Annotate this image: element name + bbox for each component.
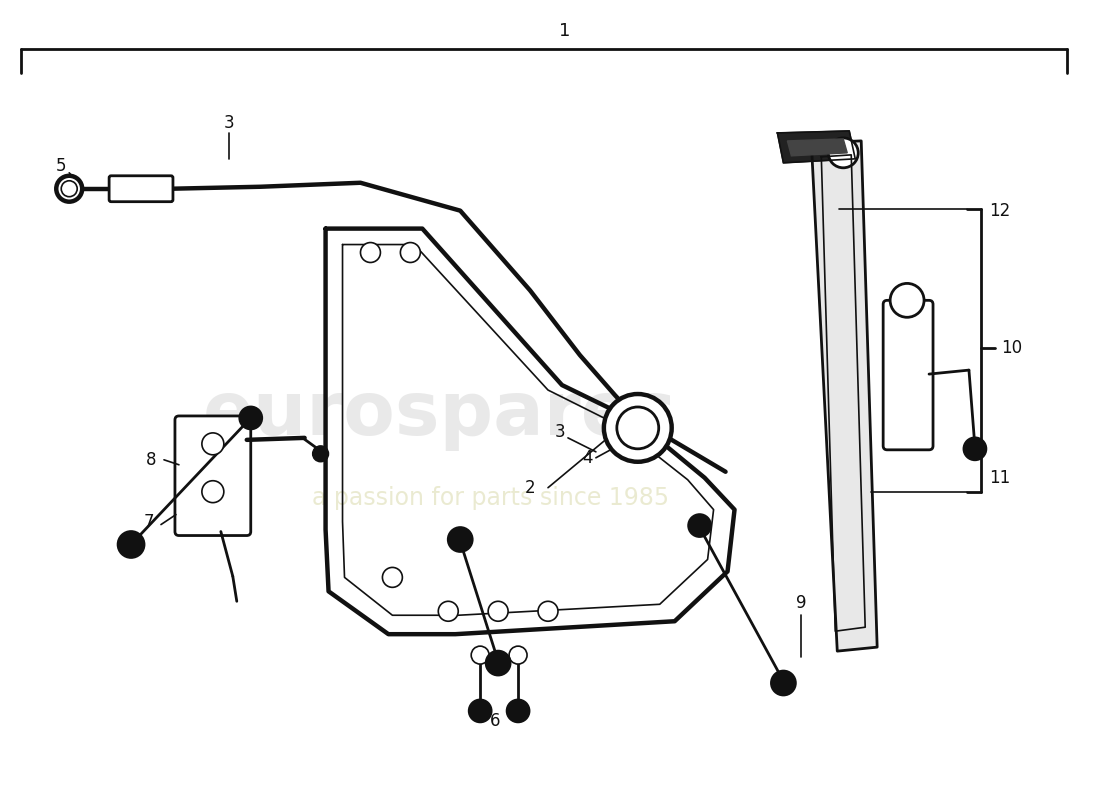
Circle shape xyxy=(964,438,986,460)
FancyBboxPatch shape xyxy=(109,176,173,202)
Circle shape xyxy=(617,407,659,449)
Text: a passion for parts since 1985: a passion for parts since 1985 xyxy=(311,486,669,510)
Circle shape xyxy=(202,481,223,502)
Circle shape xyxy=(240,407,262,429)
Polygon shape xyxy=(788,139,847,156)
Text: 7: 7 xyxy=(144,513,154,530)
Circle shape xyxy=(771,671,795,695)
Circle shape xyxy=(604,394,672,462)
Text: eurospares: eurospares xyxy=(204,378,678,451)
FancyBboxPatch shape xyxy=(175,416,251,535)
Circle shape xyxy=(400,242,420,262)
Circle shape xyxy=(118,531,144,558)
Text: 11: 11 xyxy=(989,469,1010,486)
Circle shape xyxy=(470,700,491,722)
Text: 3: 3 xyxy=(223,114,234,132)
Polygon shape xyxy=(778,131,855,163)
FancyBboxPatch shape xyxy=(883,300,933,450)
Circle shape xyxy=(890,283,924,318)
Polygon shape xyxy=(812,141,877,651)
Circle shape xyxy=(312,446,329,462)
Circle shape xyxy=(438,602,459,622)
Circle shape xyxy=(62,181,77,197)
Text: 9: 9 xyxy=(796,594,806,612)
Circle shape xyxy=(486,651,510,675)
Text: 5: 5 xyxy=(56,157,66,175)
Circle shape xyxy=(509,646,527,664)
Text: 12: 12 xyxy=(989,202,1010,220)
Circle shape xyxy=(828,138,858,168)
Circle shape xyxy=(361,242,381,262)
Circle shape xyxy=(449,527,472,551)
Circle shape xyxy=(471,646,490,664)
Text: 8: 8 xyxy=(146,450,156,469)
Circle shape xyxy=(202,433,223,455)
Text: 2: 2 xyxy=(525,478,536,497)
Circle shape xyxy=(56,176,82,202)
Text: 3: 3 xyxy=(554,423,565,441)
Circle shape xyxy=(383,567,403,587)
Circle shape xyxy=(507,700,529,722)
Circle shape xyxy=(538,602,558,622)
Text: 4: 4 xyxy=(583,449,593,466)
Text: 10: 10 xyxy=(1001,339,1022,357)
Circle shape xyxy=(488,602,508,622)
Text: 1: 1 xyxy=(559,22,571,40)
Text: 6: 6 xyxy=(490,712,500,730)
Circle shape xyxy=(689,514,711,537)
